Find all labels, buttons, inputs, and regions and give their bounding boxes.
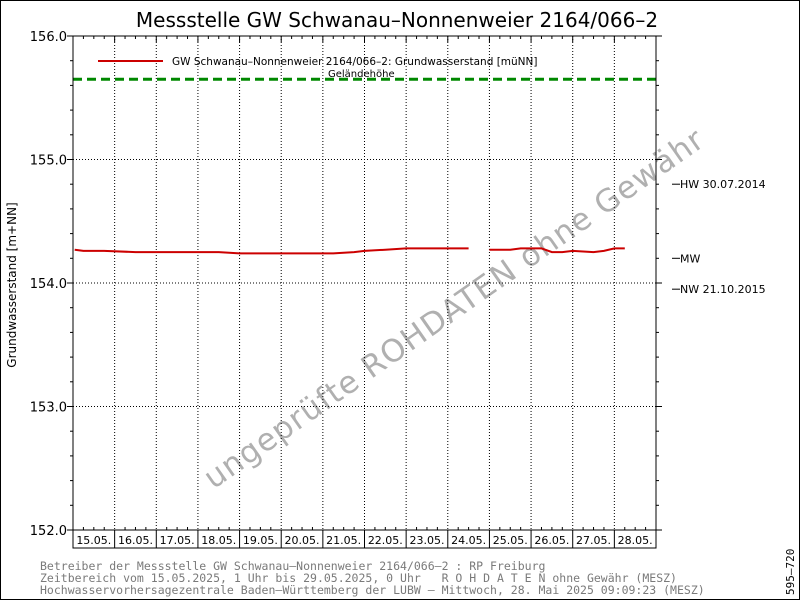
x-tick-label: 18.05. — [201, 534, 236, 547]
x-tick-label: 19.05. — [243, 534, 278, 547]
y-tick-label: 154.0 — [30, 277, 67, 292]
footer-source: Hochwasservorhersagezentrale Baden–Württ… — [40, 583, 705, 597]
chart-title: Messstelle GW Schwanau–Nonnenweier 2164/… — [136, 8, 658, 32]
x-tick-label: 28.05. — [618, 534, 653, 547]
annotation-label: HW 30.07.2014 — [680, 178, 766, 191]
x-tick-label: 16.05. — [118, 534, 153, 547]
x-tick-label: 22.05. — [368, 534, 403, 547]
x-tick-label: 25.05. — [493, 534, 528, 547]
annotation-label: NW 21.10.2015 — [680, 283, 766, 296]
watermark-text: ungeprüfte ROHDATEN ohne Gewähr — [197, 121, 711, 496]
x-tick-label: 24.05. — [451, 534, 486, 547]
x-tick-label: 17.05. — [160, 534, 195, 547]
x-tick-label: 20.05. — [285, 534, 320, 547]
grid — [73, 36, 656, 530]
x-tick-label: 21.05. — [326, 534, 361, 547]
x-tick-label: 27.05. — [576, 534, 611, 547]
legend-label-series: GW Schwanau–Nonnenweier 2164/066–2: Grun… — [172, 56, 538, 68]
x-tick-label: 23.05. — [409, 534, 444, 547]
y-axis-label: Grundwasserstand [m+NN] — [5, 202, 19, 367]
watermark: ungeprüfte ROHDATEN ohne Gewähr — [197, 121, 711, 496]
station-code: 595–720 — [784, 548, 797, 595]
annotation-label: MW — [680, 252, 700, 265]
footer-operator: Betreiber der Messstelle GW Schwanau–Non… — [40, 559, 546, 573]
legend: GW Schwanau–Nonnenweier 2164/066–2: Grun… — [98, 56, 538, 80]
legend-label-ground-level: Geländehöhe — [328, 69, 395, 80]
y-tick-label: 152.0 — [30, 524, 67, 539]
footer-time-range: Zeitbereich vom 15.05.2025, 1 Uhr bis 29… — [40, 571, 677, 585]
x-tick-label: 15.05. — [76, 534, 111, 547]
annotations: HW 30.07.2014 MW NW 21.10.2015 — [672, 178, 766, 296]
series-layer — [74, 247, 625, 255]
y-tick-label: 156.0 — [30, 30, 67, 45]
x-tick-label: 26.05. — [534, 534, 569, 547]
series-line-grundwasserstand — [74, 247, 469, 255]
axes: 152.0 153.0 154.0 155.0 156.0 15.05. 16.05. 17.… — [30, 30, 662, 549]
y-tick-label: 155.0 — [30, 154, 67, 169]
y-tick-label: 153.0 — [30, 401, 67, 416]
series-line-grundwasserstand — [489, 247, 625, 254]
